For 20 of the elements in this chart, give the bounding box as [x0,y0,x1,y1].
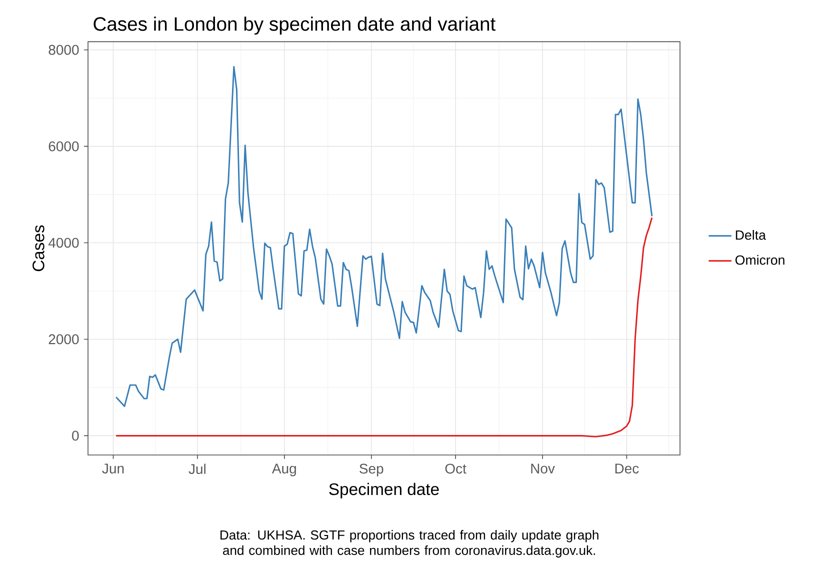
chart-title: Cases in London by specimen date and variant [94,16,496,35]
legend-label: Omicron [735,255,784,265]
text: Data: UKHSA. SGTF proportions traced from daily update graph and combined with case numbers from coronavirus.data.gov.uk. [220,530,598,558]
line-series [115,216,653,438]
x-tick-label: Jul [188,464,206,474]
legend-label: Delta [736,230,766,240]
y-axis-title: Cases [32,225,44,272]
y-tick-label: 6000 [48,141,79,152]
y-tick-label: 8000 [48,44,79,55]
x-tick-label: Oct [445,464,466,474]
x-tick-label: Jun [102,464,124,474]
line-series [115,66,653,408]
x-axis-title: Specimen date [329,482,439,498]
x-tick-label: Nov [531,464,555,474]
x-tick-label: Sep [360,464,384,476]
y-tick-label: 4000 [48,238,79,248]
x-tick-label: Aug [272,464,296,476]
x-tick-label: Dec [615,464,639,474]
y-tick-label: 0 [72,430,79,441]
y-tick-label: 2000 [48,334,79,344]
